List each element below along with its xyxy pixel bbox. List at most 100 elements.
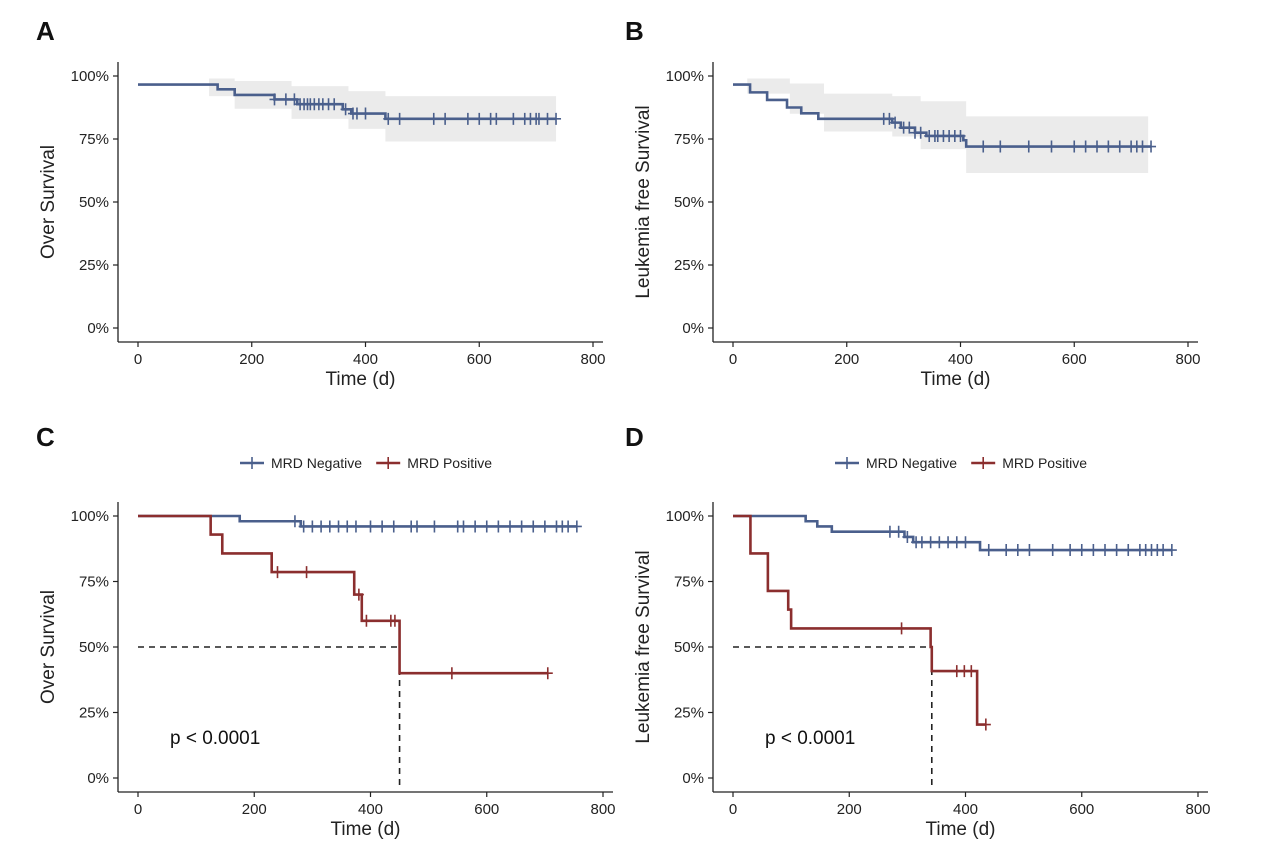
y-tick-label: 50% — [79, 639, 109, 656]
censor-mark — [394, 112, 405, 125]
censor-mark — [272, 566, 283, 579]
censor-mark — [316, 520, 327, 533]
censor-mark — [324, 520, 335, 533]
censor-mark — [1111, 544, 1122, 557]
censor-mark — [481, 520, 492, 533]
censor-mark — [307, 520, 318, 533]
censor-mark — [1023, 140, 1034, 153]
censor-mark — [516, 520, 527, 533]
y-axis-title: Leukemia free Survival — [633, 550, 654, 743]
x-tick-label: 200 — [834, 351, 859, 368]
censor-mark — [412, 520, 422, 533]
censor-mark — [539, 520, 550, 533]
x-tick-label: 600 — [1069, 801, 1094, 818]
legend: MRD Negative MRD Positive — [835, 455, 1087, 471]
y-tick-label: 75% — [674, 574, 704, 591]
censor-mark — [925, 536, 936, 549]
x-tick-label: 0 — [134, 351, 142, 368]
y-tick-label: 100% — [71, 68, 109, 85]
censor-mark — [289, 93, 300, 106]
censor-mark — [446, 667, 457, 680]
censor-mark — [493, 520, 504, 533]
y-tick-label: 100% — [666, 508, 704, 525]
x-tick-label: 200 — [242, 801, 267, 818]
legend-key-mrd-positive — [376, 457, 401, 469]
y-tick-label: 0% — [682, 320, 704, 337]
x-tick-label: 400 — [948, 351, 973, 368]
censor-mark — [542, 667, 553, 680]
censor-mark — [943, 536, 954, 549]
censor-mark — [458, 520, 469, 533]
legend-label: MRD Negative — [271, 455, 362, 471]
panel-c: C 0% 25% 50% 75% 100% 0 200 400 600 800 Time (d) Ove… — [36, 422, 616, 840]
legend-label: MRD Positive — [1002, 455, 1087, 471]
censor-mark — [350, 520, 361, 533]
censor-mark — [333, 520, 344, 533]
censor-mark — [383, 112, 394, 125]
km-curve-mrd-positive — [138, 514, 548, 675]
censor-mark — [1065, 544, 1076, 557]
censor-mark — [563, 520, 574, 533]
censor-mark — [955, 129, 966, 142]
x-tick-label: 0 — [134, 801, 142, 818]
censor-mark — [1069, 140, 1080, 153]
censor-mark — [1158, 544, 1169, 557]
legend-key-mrd-negative — [835, 457, 859, 469]
censor-mark — [429, 520, 440, 533]
panel-letter: B — [625, 16, 644, 46]
x-tick-label: 600 — [474, 801, 499, 818]
censor-mark — [1047, 544, 1058, 557]
censor-mark — [301, 566, 312, 579]
censor-mark — [983, 544, 994, 557]
x-tick-label: 800 — [590, 801, 615, 818]
y-tick-label: 75% — [674, 131, 704, 148]
y-tick-label: 25% — [79, 257, 109, 274]
censor-mark — [542, 112, 553, 125]
x-tick-label: 800 — [1175, 351, 1200, 368]
panel-letter: D — [625, 422, 644, 452]
censor-mark — [902, 530, 913, 543]
censor-mark — [528, 520, 539, 533]
censor-mark — [269, 93, 280, 106]
y-axis-title: Over Survival — [38, 145, 59, 259]
x-tick-label: 0 — [729, 801, 737, 818]
censor-mark — [966, 665, 977, 678]
censor-mark — [351, 107, 362, 120]
x-tick-label: 0 — [729, 351, 737, 368]
censor-mark — [1137, 140, 1148, 153]
panel-letter: C — [36, 422, 55, 452]
p-value-annotation: p < 0.0001 — [765, 728, 855, 749]
censor-mark — [440, 112, 451, 125]
x-tick-label: 200 — [239, 351, 264, 368]
x-tick-label: 200 — [837, 801, 862, 818]
km-curve-mrd-negative — [138, 514, 577, 528]
censor-mark — [388, 520, 399, 533]
censor-mark — [1088, 544, 1099, 557]
y-tick-label: 25% — [674, 705, 704, 722]
censor-mark — [904, 121, 915, 134]
censor-mark — [1146, 140, 1157, 153]
censor-mark — [980, 718, 991, 731]
panel-b: B 0% 25% 50% 75% 100% 0 200 400 600 800 Time (d) Leu… — [625, 16, 1201, 390]
censor-mark — [280, 93, 291, 106]
censor-mark — [551, 112, 562, 125]
legend-key-mrd-negative — [240, 457, 264, 469]
censor-mark — [951, 536, 962, 549]
censor-mark — [361, 614, 372, 627]
censor-mark — [1103, 140, 1114, 153]
censor-mark — [1114, 140, 1125, 153]
censor-mark — [1123, 544, 1134, 557]
censor-mark — [353, 588, 364, 601]
y-axis-title: Leukemia free Survival — [633, 105, 654, 298]
y-tick-label: 100% — [71, 508, 109, 525]
censor-mark — [491, 112, 502, 125]
panel-letter: A — [36, 16, 55, 46]
censor-mark — [960, 536, 971, 549]
y-tick-label: 100% — [666, 68, 704, 85]
censor-mark — [1001, 544, 1012, 557]
censor-mark — [916, 536, 927, 549]
censor-mark — [571, 520, 582, 533]
censor-mark — [1100, 544, 1110, 557]
x-tick-label: 800 — [580, 351, 605, 368]
y-tick-label: 75% — [79, 574, 109, 591]
